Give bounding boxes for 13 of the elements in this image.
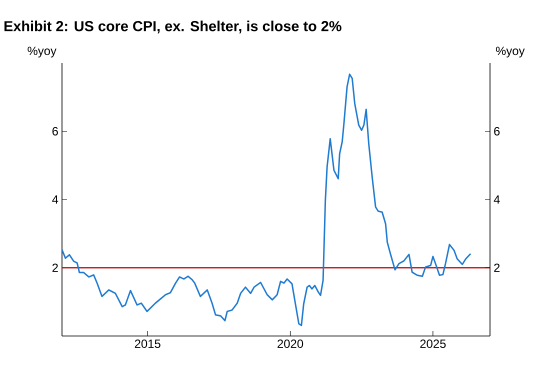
line-series — [62, 74, 472, 326]
y2-tick-label: 2 — [494, 264, 500, 272]
chart-title: Exhibit 2: US core CPI, ex. Shelter, is close to 2% — [4, 20, 342, 34]
x-tick-label: 2020 — [278, 340, 304, 348]
y-tick-label: 2 — [52, 264, 58, 272]
y2-tick-label: 4 — [494, 195, 500, 204]
y-tick-label: 4 — [52, 195, 58, 204]
y2-tick-label: 6 — [494, 127, 500, 136]
y-axis-title: %yoy — [28, 46, 56, 58]
x-tick-label: 2025 — [420, 340, 446, 348]
y2-axis-title: %yoy — [496, 46, 525, 58]
x-tick-label: 2015 — [134, 340, 160, 348]
y-tick-label: 6 — [52, 127, 58, 136]
